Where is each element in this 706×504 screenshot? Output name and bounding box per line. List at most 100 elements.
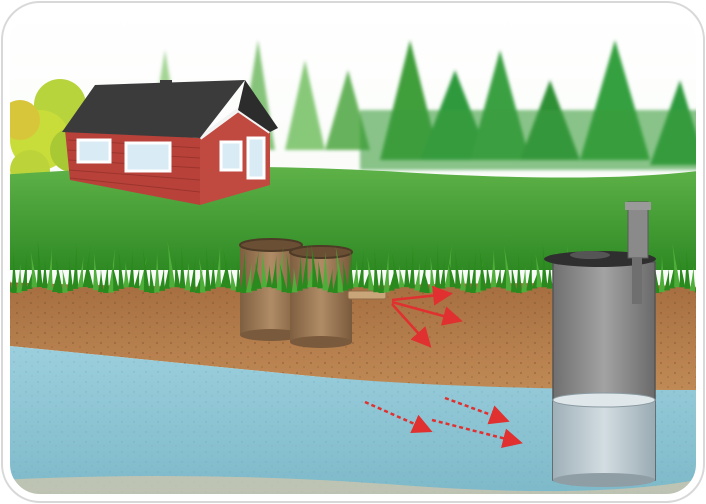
grass-tuft: [30, 251, 38, 288]
grass-tuft: [358, 249, 364, 288]
grass-tuft: [279, 263, 288, 293]
flow-arrow-icon: [391, 285, 463, 348]
grass-tuft: [403, 254, 410, 288]
grass-tuft: [92, 252, 99, 291]
grass-tuft: [378, 262, 385, 293]
grass-tuft: [311, 244, 319, 288]
grass-tuft: [672, 243, 681, 288]
grass-tuft: [398, 265, 405, 288]
grass-tuft: [531, 266, 540, 289]
grass-tuft: [72, 242, 79, 289]
grass-tuft: [26, 263, 35, 289]
grass-tuft: [250, 249, 259, 291]
grass-tuft: [470, 246, 477, 293]
grass-tuft: [373, 247, 380, 293]
grass-tuft: [317, 260, 324, 289]
grass-tuft: [11, 248, 18, 293]
grass-tuft: [148, 263, 155, 293]
grass-tuft: [16, 263, 23, 293]
grass-tuft: [86, 261, 94, 289]
tree-line: [150, 40, 700, 170]
grass-tuft: [179, 245, 186, 289]
grass-tuft: [352, 260, 359, 288]
grass-tuft: [271, 255, 278, 289]
grass-tuft: [62, 268, 69, 293]
grass-tuft: [479, 248, 487, 291]
grass-tuft: [546, 259, 553, 289]
grass-tuft: [526, 253, 533, 291]
grass-tuft: [511, 262, 517, 293]
grass-tuft: [541, 243, 548, 288]
grass-tuft: [664, 268, 670, 291]
grass-tuft: [103, 258, 109, 293]
grass-tuft: [490, 249, 497, 288]
grass-tuft: [689, 265, 696, 291]
grass-tuft: [454, 249, 461, 289]
grass-tuft: [465, 257, 472, 293]
grass-tuft: [123, 261, 130, 288]
grass-tuft: [245, 262, 252, 293]
grass-tuft: [475, 261, 484, 293]
grass-tuft: [296, 254, 303, 291]
grass-tuft: [322, 251, 329, 291]
grass-tuft: [67, 255, 74, 291]
grass-tuft: [347, 246, 354, 289]
grass-tuft: [423, 267, 431, 293]
grass-tuft: [335, 246, 344, 293]
grass-tuft: [391, 251, 400, 289]
grass-tuft: [210, 257, 217, 289]
grass-tuft: [485, 261, 492, 289]
grass-tuft: [240, 247, 247, 293]
grass-tuft: [118, 247, 125, 289]
grass-tuft: [383, 251, 390, 293]
groundwater-flow-arrows: [364, 396, 523, 448]
grass-tuft: [142, 248, 150, 293]
water-well-icon: [544, 201, 656, 487]
grass-tuft: [307, 255, 315, 288]
grass-tuft: [521, 266, 528, 293]
grass-tuft: [516, 251, 523, 293]
grass-tuft: [261, 250, 268, 288]
grass-tuft: [21, 251, 28, 292]
grass-tuft: [255, 262, 262, 289]
grass-tuft: [230, 267, 237, 291]
grass-tuft: [658, 255, 665, 293]
grass-tuft: [174, 255, 181, 288]
grass-tuft: [223, 250, 232, 289]
grass-tuft: [82, 245, 91, 288]
grass-tuft: [41, 256, 48, 289]
grass-tuft: [342, 259, 349, 291]
grass-tuft: [77, 256, 84, 288]
grass-tuft: [138, 257, 147, 291]
grass-tuft: [363, 265, 372, 289]
grass-tuft: [503, 245, 512, 291]
grass-tuft: [301, 241, 308, 289]
grass-tuft: [154, 252, 160, 293]
grass-tuft: [419, 252, 428, 293]
grass-tuft: [189, 253, 196, 293]
grass-tuft: [414, 261, 421, 291]
grass-tuft: [184, 262, 191, 291]
grass-tuft: [679, 258, 686, 288]
grass-tuft: [286, 252, 293, 293]
grass-tuft: [429, 256, 436, 293]
grass-tuft: [55, 253, 64, 293]
grass-tuft: [495, 264, 502, 288]
grass-tuft: [434, 243, 441, 291]
grass-tuft: [198, 257, 206, 293]
grass-tuft: [684, 248, 691, 289]
grass-tuft: [46, 247, 53, 291]
grass-tuft: [535, 254, 543, 288]
grass-tuft: [367, 256, 375, 291]
grass-tuft: [159, 265, 166, 291]
grass-tuft: [194, 268, 203, 293]
grass-tuft: [36, 240, 43, 288]
grass-tuft: [291, 267, 298, 293]
house-icon: [62, 80, 278, 205]
grass-tuft: [409, 244, 415, 289]
grass-tuft: [439, 256, 446, 289]
